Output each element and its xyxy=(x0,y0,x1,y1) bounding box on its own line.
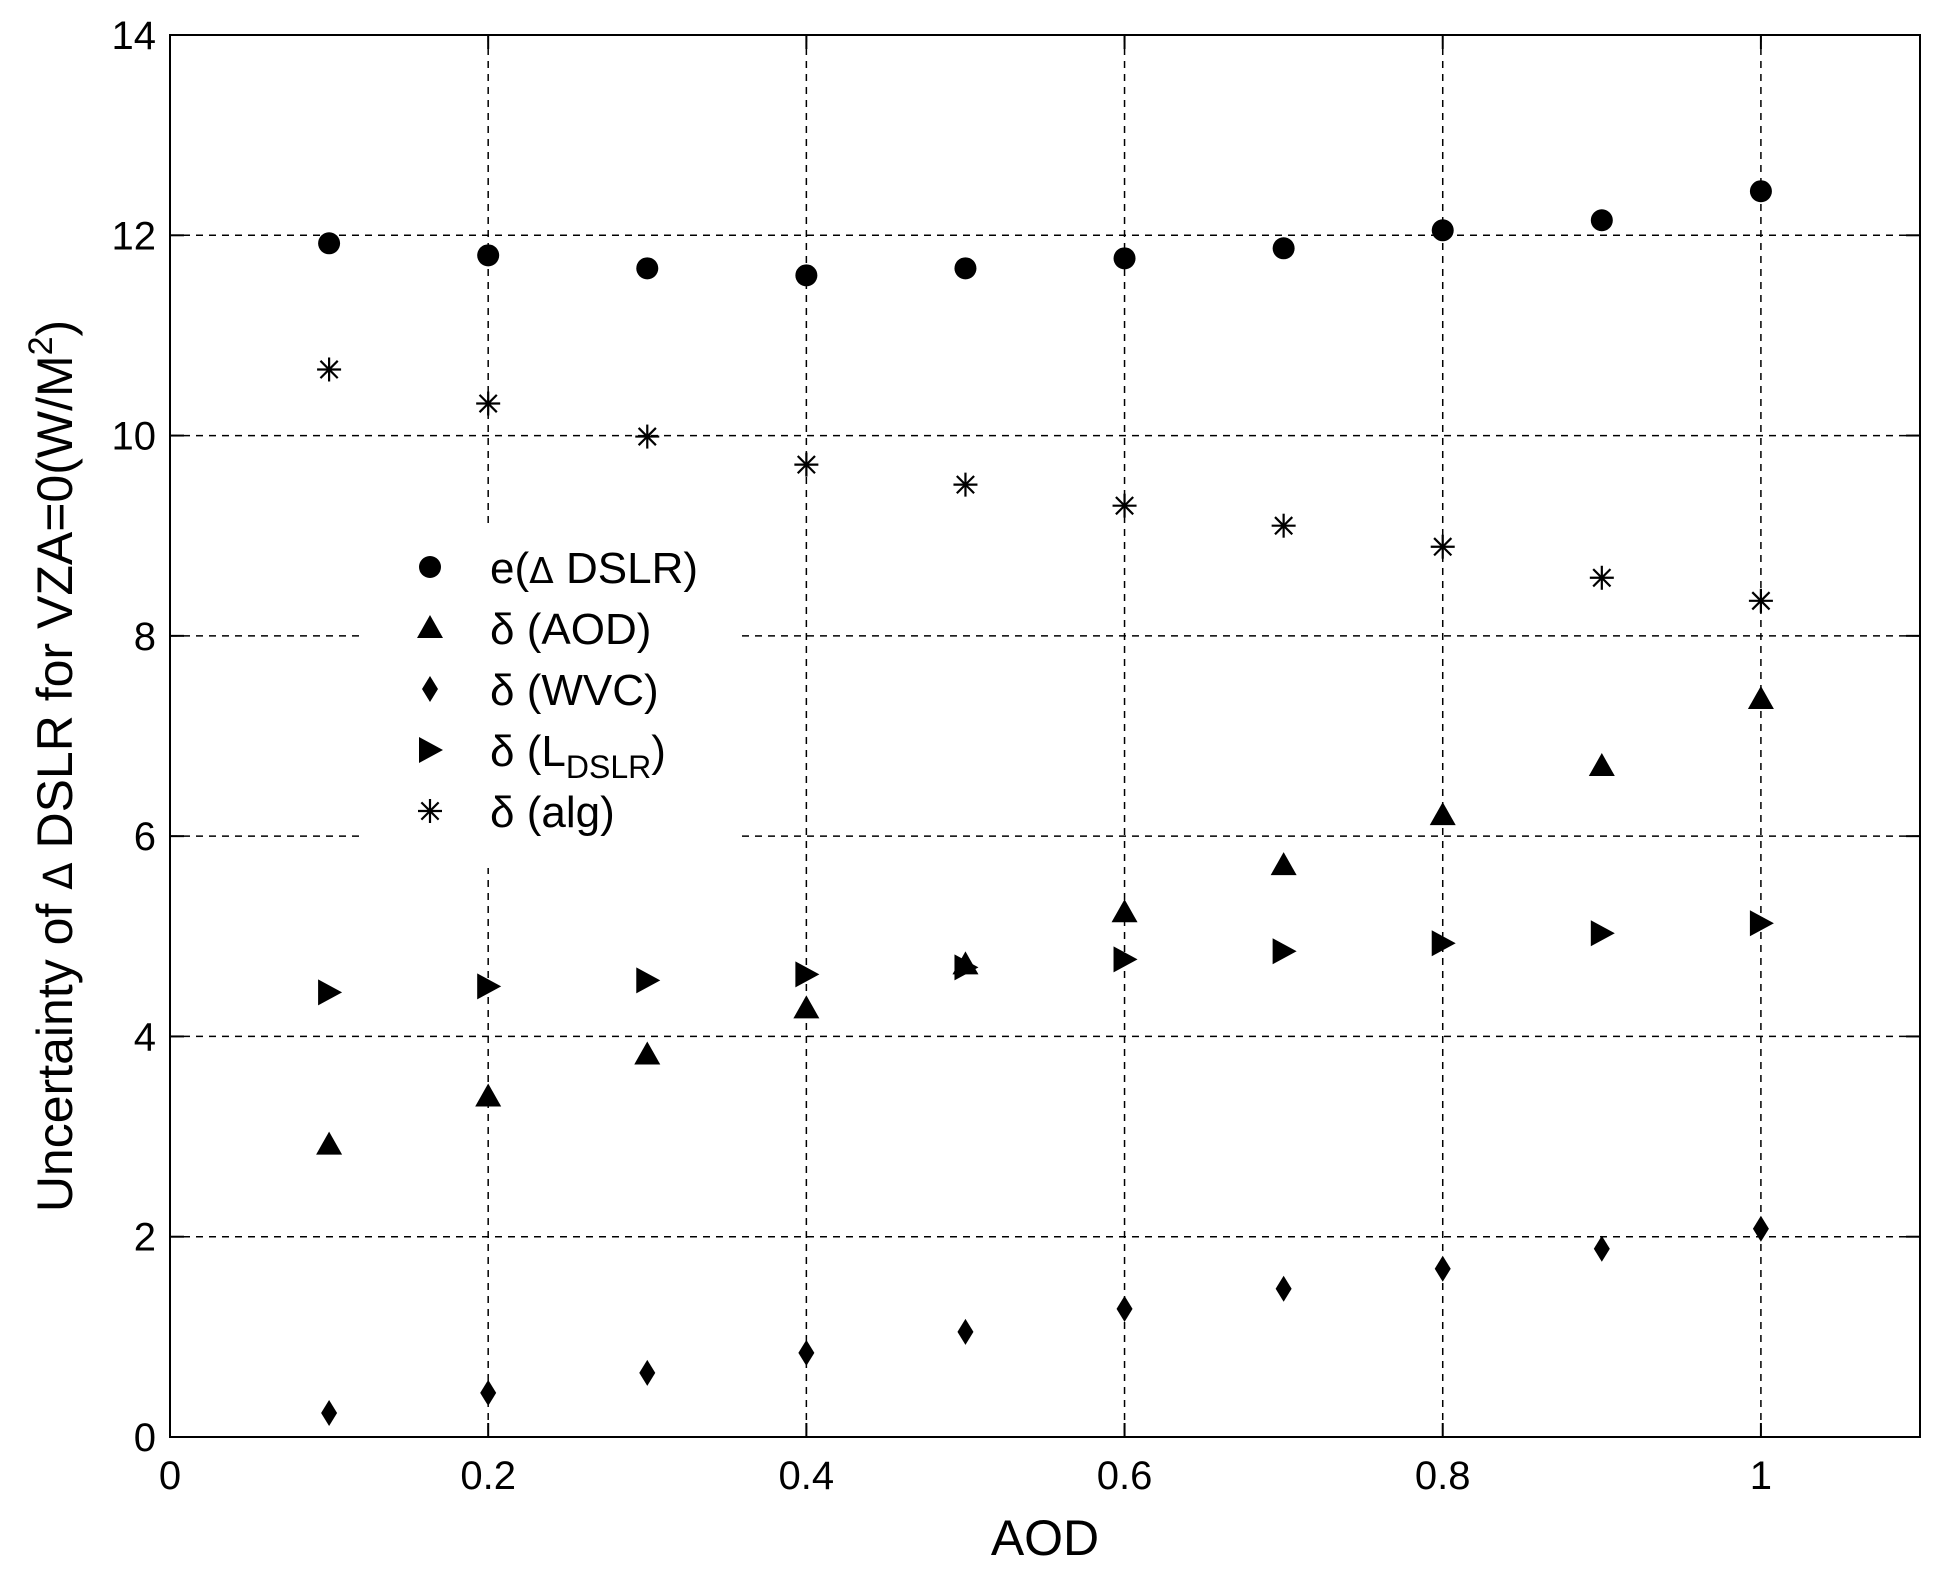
legend-entry: δ (WVC) xyxy=(422,666,659,715)
data-point-asterisk xyxy=(635,424,660,449)
y-tick-label: 10 xyxy=(112,415,157,459)
data-point-triangle-right xyxy=(1431,930,1456,957)
data-point-triangle-up xyxy=(316,1131,343,1155)
data-point-asterisk xyxy=(317,357,342,382)
data-point-circle xyxy=(1749,180,1772,203)
y-tick-label: 14 xyxy=(112,14,157,58)
y-tick-label: 6 xyxy=(134,815,156,859)
y-tick-label: 12 xyxy=(112,214,157,258)
data-point-triangle-right xyxy=(1113,946,1138,973)
data-point-triangle-up xyxy=(1747,685,1774,709)
legend-marker-circle xyxy=(419,556,441,578)
data-point-triangle-right xyxy=(795,961,820,988)
x-tick-label: 1 xyxy=(1750,1454,1772,1498)
legend-marker-triangle-up xyxy=(417,615,443,638)
data-point-triangle-right xyxy=(318,979,343,1006)
data-point-circle xyxy=(636,257,659,280)
x-tick-label: 0.6 xyxy=(1097,1454,1153,1498)
data-point-diamond xyxy=(798,1339,815,1366)
legend-marker-diamond xyxy=(422,676,438,702)
data-point-triangle-up xyxy=(1429,802,1456,826)
legend-label: δ (AOD) xyxy=(490,605,651,654)
legend-label: e(Δ DSLR) xyxy=(490,544,698,593)
legend-label: δ (LDSLR) xyxy=(490,727,666,785)
data-point-circle xyxy=(318,232,341,255)
data-point-diamond xyxy=(480,1379,497,1406)
data-point-diamond xyxy=(1593,1235,1610,1262)
data-point-diamond xyxy=(1116,1295,1133,1322)
data-point-asterisk xyxy=(1748,588,1773,613)
data-points xyxy=(316,180,1774,1426)
legend-marker-asterisk xyxy=(418,799,442,823)
series-3 xyxy=(318,910,1774,1006)
legend-entry: δ (AOD) xyxy=(417,605,651,654)
data-point-circle xyxy=(795,264,818,287)
data-point-triangle-up xyxy=(1270,852,1297,876)
legend: e(Δ DSLR) δ (AOD) δ (WVC) δ (LDSLR)δ (alg) xyxy=(417,544,698,837)
plot-area-frame xyxy=(169,34,1921,1438)
y-tick-label: 8 xyxy=(134,615,156,659)
data-point-triangle-up xyxy=(793,995,820,1019)
data-point-diamond xyxy=(1275,1275,1292,1302)
x-tick-label: 0.2 xyxy=(460,1454,516,1498)
series-2 xyxy=(321,1215,1769,1426)
data-point-triangle-right xyxy=(477,973,502,1000)
data-point-triangle-up xyxy=(1111,899,1138,923)
series-4 xyxy=(317,357,1773,613)
data-point-circle xyxy=(954,257,977,280)
data-point-triangle-right xyxy=(636,967,661,994)
data-point-triangle-up xyxy=(475,1083,502,1107)
data-point-circle xyxy=(1431,219,1454,242)
data-point-asterisk xyxy=(1430,534,1455,559)
x-tick-label: 0 xyxy=(159,1454,181,1498)
series-0 xyxy=(318,180,1772,287)
data-point-triangle-right xyxy=(1749,910,1774,937)
y-tick-label: 0 xyxy=(134,1416,156,1460)
data-point-diamond xyxy=(957,1318,974,1345)
data-point-triangle-right xyxy=(1590,920,1615,947)
data-point-asterisk xyxy=(1112,493,1137,518)
data-point-diamond xyxy=(321,1399,338,1426)
y-axis-label: Uncertainty of Δ DSLR for VZA=0(W/M2) xyxy=(22,320,83,1212)
data-point-triangle-up xyxy=(634,1041,661,1065)
data-point-asterisk xyxy=(953,472,978,497)
data-point-asterisk xyxy=(794,452,819,477)
legend-entry: e(Δ DSLR) xyxy=(419,544,698,593)
data-point-diamond xyxy=(1434,1255,1451,1282)
data-point-asterisk xyxy=(1271,513,1296,538)
legend-label: δ (WVC) xyxy=(490,666,659,715)
data-point-diamond xyxy=(639,1359,656,1386)
legend-label: δ (alg) xyxy=(490,788,615,837)
data-point-triangle-right xyxy=(954,954,979,981)
data-point-circle xyxy=(1590,209,1613,232)
x-axis-label: AOD xyxy=(991,1510,1099,1566)
y-tick-label: 2 xyxy=(134,1216,156,1260)
x-tick-label: 0.8 xyxy=(1415,1454,1471,1498)
data-point-circle xyxy=(477,244,500,267)
data-point-triangle-up xyxy=(1588,753,1615,777)
data-point-circle xyxy=(1113,247,1136,270)
y-tick-label: 4 xyxy=(134,1015,156,1059)
legend-entry: δ (alg) xyxy=(418,788,615,837)
data-point-circle xyxy=(1272,237,1295,260)
data-point-asterisk xyxy=(1589,565,1614,590)
data-point-triangle-right xyxy=(1272,938,1297,965)
legend-entry: δ (LDSLR) xyxy=(419,727,666,785)
data-point-diamond xyxy=(1752,1215,1769,1242)
data-point-asterisk xyxy=(476,391,501,416)
x-tick-label: 0.4 xyxy=(779,1454,835,1498)
legend-marker-triangle-right xyxy=(419,737,443,763)
